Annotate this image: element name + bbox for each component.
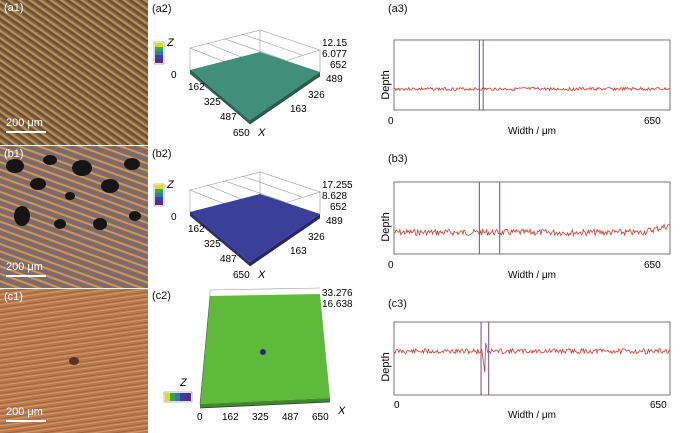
y-tick-b2-1: 489 — [326, 216, 343, 227]
profile-a3-frame — [393, 39, 671, 111]
z-mid-a2: 6.077 — [322, 49, 347, 60]
panel-label-a2: (a2) — [152, 3, 172, 15]
panel-label-c1: (c1) — [4, 291, 23, 303]
profile-c3-xlabel: Width / μm — [508, 410, 556, 421]
x-tick-a2-1: 162 — [188, 82, 205, 93]
surface-plot-b2: Z 17.255 8.628 0 162 325 487 650 X 652 4… — [153, 171, 353, 281]
x-tick-c2-0: 0 — [197, 412, 203, 423]
profile-a3-trace — [393, 86, 671, 92]
scale-text-a1: 200 μm — [6, 117, 43, 129]
x-tick-c2-3: 487 — [282, 412, 299, 423]
profile-chart-c3: Depth 0 650 Width / μm — [380, 321, 671, 421]
panel-label-c2: (c2) — [152, 290, 171, 302]
y-tick-b2-2: 326 — [308, 232, 325, 243]
panel-label-a3: (a3) — [388, 3, 408, 15]
surface-c2-fill — [200, 294, 330, 404]
x-tick-b2-2: 325 — [204, 239, 221, 250]
y-tick-a2-1: 489 — [326, 74, 343, 85]
x-tick-b2-3: 487 — [220, 254, 237, 265]
colorbar-a2 — [153, 41, 165, 65]
micrograph-c1-image — [0, 289, 148, 433]
x-tick-c2-2: 325 — [252, 412, 269, 423]
micrograph-c1: (c1) 200 μm — [0, 289, 148, 433]
profile-a3-xlabel: Width / μm — [508, 126, 556, 137]
micrograph-a1-image — [0, 0, 148, 145]
profile-b3-trace — [393, 223, 671, 237]
axis-x-b2: X — [257, 269, 266, 281]
axis-x-a2: X — [257, 127, 266, 139]
panel-label-a1: (a1) — [4, 2, 24, 14]
profile-c3-x-end: 650 — [650, 400, 667, 411]
y-tick-b2-0: 652 — [330, 202, 347, 213]
profile-b3-frame — [393, 181, 671, 255]
y-tick-a2-2: 326 — [308, 90, 325, 101]
panel-label-b2: (b2) — [152, 148, 172, 160]
profile-b3-xlabel: Width / μm — [508, 270, 556, 281]
colorbar-b2 — [153, 183, 165, 207]
profile-a3-x-end: 650 — [644, 116, 661, 127]
z-mid-b2: 8.628 — [322, 191, 347, 202]
axis-z-a2: Z — [166, 37, 175, 49]
surface-b2-fill — [190, 194, 320, 262]
z-mid-c2: 16.638 — [322, 299, 353, 310]
x-tick-a2-3: 487 — [220, 112, 237, 123]
colorbar-c2 — [163, 391, 193, 403]
surface-a2-fill — [190, 52, 320, 120]
x-tick-c2-1: 162 — [222, 412, 239, 423]
scale-text-b1: 200 μm — [6, 261, 43, 273]
surface-plot-c2: Z 33.276 16.638 0 162 325 487 650 X — [163, 287, 353, 423]
z-top-c2: 33.276 — [322, 288, 353, 299]
y-tick-a2-0: 652 — [330, 60, 347, 71]
panel-label-b3: (b3) — [388, 153, 408, 165]
micrograph-b1: (b1) 200 μm — [0, 146, 148, 288]
y-tick-a2-3: 163 — [290, 104, 307, 115]
scale-text-c1: 200 μm — [6, 406, 43, 418]
micrograph-b1-image — [0, 146, 148, 288]
profile-c3-trace — [393, 342, 671, 373]
panel-label-c3: (c3) — [388, 298, 407, 310]
colorbar-a2-colors — [155, 43, 163, 63]
panel-label-b1: (b1) — [4, 148, 24, 160]
profile-c3-x-start: 0 — [394, 400, 400, 411]
x-tick-c2-4: 650 — [312, 412, 329, 423]
profile-a3-x-start: 0 — [388, 116, 394, 127]
profile-chart-b3: Depth 0 650 Width / μm — [380, 181, 671, 281]
z-top-b2: 17.255 — [322, 180, 353, 191]
x-tick-a2-2: 325 — [204, 97, 221, 108]
profile-b3-x-start: 0 — [388, 260, 394, 271]
surface-plot-a2: Z 12.15 6.077 0 162 325 487 650 X 652 48… — [153, 29, 347, 139]
profile-c3-frame — [393, 321, 671, 396]
profile-c3-ylabel: Depth — [380, 352, 392, 381]
pit-defect-c2 — [260, 349, 266, 355]
profile-b3-ylabel: Depth — [380, 212, 392, 241]
micrograph-a1: (a1) 200 μm — [0, 0, 148, 145]
profile-chart-a3: Depth 0 650 Width / μm — [380, 39, 671, 137]
x-tick-b2-1: 162 — [188, 224, 205, 235]
axis-z-c2: Z — [179, 377, 188, 389]
scale-bar-a1 — [6, 131, 46, 133]
scale-bar-b1 — [6, 275, 46, 277]
axis-x-c2: X — [337, 405, 346, 417]
y-tick-b2-3: 163 — [290, 246, 307, 257]
x-tick-a2-4: 650 — [233, 128, 250, 139]
profile-a3-ylabel: Depth — [380, 70, 392, 99]
z-top-a2: 12.15 — [322, 38, 347, 49]
axis-z-b2: Z — [166, 179, 175, 191]
x-tick-b2-4: 650 — [233, 270, 250, 281]
x-tick-b2-0: 0 — [171, 212, 177, 223]
profile-b3-x-end: 650 — [644, 260, 661, 271]
x-tick-a2-0: 0 — [171, 70, 177, 81]
scale-bar-c1 — [6, 420, 46, 422]
